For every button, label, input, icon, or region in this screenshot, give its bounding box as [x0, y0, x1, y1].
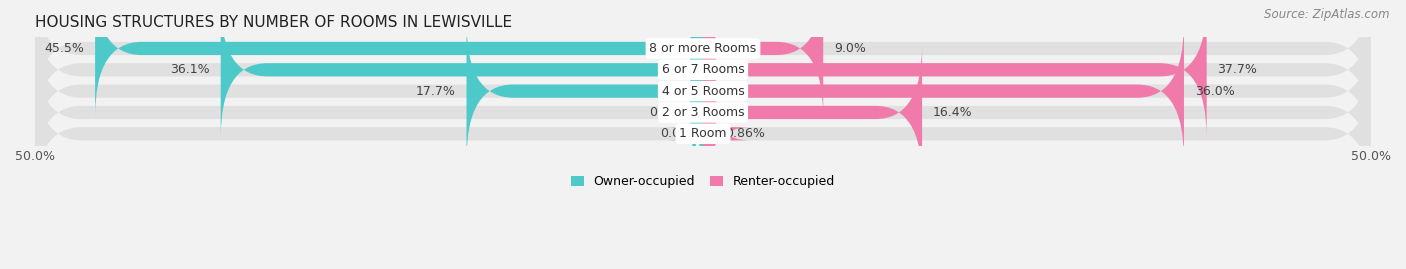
FancyBboxPatch shape: [703, 44, 922, 180]
Text: 17.7%: 17.7%: [416, 85, 456, 98]
Text: Source: ZipAtlas.com: Source: ZipAtlas.com: [1264, 8, 1389, 21]
FancyBboxPatch shape: [35, 44, 1371, 180]
Text: 0.8%: 0.8%: [650, 106, 682, 119]
Text: 36.1%: 36.1%: [170, 63, 209, 76]
Text: 1 Room: 1 Room: [679, 127, 727, 140]
Text: 8 or more Rooms: 8 or more Rooms: [650, 42, 756, 55]
Text: HOUSING STRUCTURES BY NUMBER OF ROOMS IN LEWISVILLE: HOUSING STRUCTURES BY NUMBER OF ROOMS IN…: [35, 15, 512, 30]
FancyBboxPatch shape: [35, 2, 1371, 138]
Text: 6 or 7 Rooms: 6 or 7 Rooms: [662, 63, 744, 76]
FancyBboxPatch shape: [35, 66, 1371, 202]
Text: 16.4%: 16.4%: [932, 106, 973, 119]
FancyBboxPatch shape: [657, 44, 740, 180]
Text: 9.0%: 9.0%: [834, 42, 866, 55]
Text: 36.0%: 36.0%: [1195, 85, 1234, 98]
FancyBboxPatch shape: [35, 23, 1371, 159]
Text: 0.86%: 0.86%: [725, 127, 765, 140]
Text: 45.5%: 45.5%: [45, 42, 84, 55]
FancyBboxPatch shape: [221, 2, 703, 138]
Text: 37.7%: 37.7%: [1218, 63, 1257, 76]
Text: 2 or 3 Rooms: 2 or 3 Rooms: [662, 106, 744, 119]
FancyBboxPatch shape: [703, 0, 824, 116]
FancyBboxPatch shape: [703, 23, 1184, 159]
Text: 0.0%: 0.0%: [661, 127, 692, 140]
Text: 4 or 5 Rooms: 4 or 5 Rooms: [662, 85, 744, 98]
FancyBboxPatch shape: [703, 2, 1206, 138]
FancyBboxPatch shape: [96, 0, 703, 116]
Legend: Owner-occupied, Renter-occupied: Owner-occupied, Renter-occupied: [571, 175, 835, 188]
FancyBboxPatch shape: [35, 0, 1371, 116]
FancyBboxPatch shape: [668, 66, 749, 202]
FancyBboxPatch shape: [467, 23, 703, 159]
